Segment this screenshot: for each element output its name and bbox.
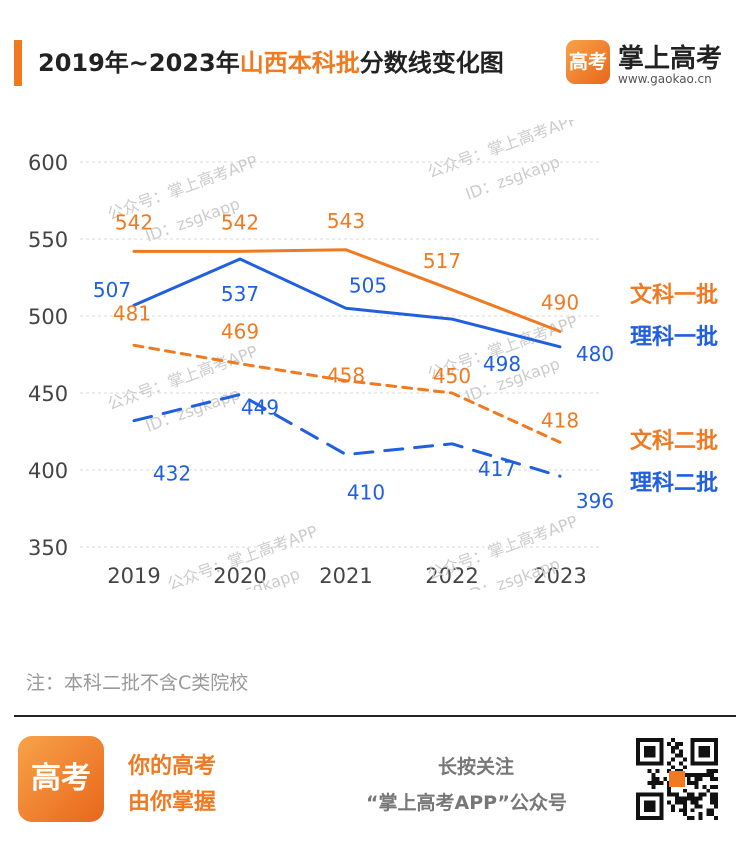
x-tick-label: 2019 — [107, 564, 160, 588]
data-label: 450 — [433, 364, 471, 388]
data-label: 490 — [541, 290, 579, 314]
slogan-line-1: 你的高考 — [128, 754, 217, 779]
series-line-4 — [132, 393, 562, 478]
data-label: 458 — [327, 364, 365, 388]
y-tick-label: 500 — [28, 305, 68, 329]
footnote: 注：本科二批不含C类院校 — [26, 672, 249, 694]
slogan-line-2: 由你掌握 — [128, 790, 217, 815]
data-label: 469 — [221, 320, 259, 344]
data-label: 498 — [483, 352, 521, 376]
y-tick-label: 450 — [28, 382, 68, 406]
data-label: 517 — [423, 249, 461, 273]
data-label: 480 — [576, 342, 614, 366]
data-label: 537 — [221, 282, 259, 306]
y-tick-label: 400 — [28, 459, 68, 483]
x-tick-label: 2021 — [319, 564, 372, 588]
data-label: 507 — [93, 278, 131, 302]
follow-line-2: “掌上高考APP”公众号 — [366, 792, 567, 814]
brand-logo: 高考 — [566, 40, 610, 84]
data-label: 410 — [347, 481, 385, 505]
title-highlight: 山西本科批 — [239, 49, 360, 77]
legend-entry: 理科一批 — [630, 325, 718, 350]
data-label: 417 — [478, 457, 516, 481]
data-label: 432 — [153, 462, 191, 486]
follow-line-1: 长按关注 — [438, 756, 515, 778]
data-label: 505 — [349, 273, 387, 297]
y-tick-label: 600 — [28, 151, 68, 175]
legend-entry: 文科一批 — [630, 282, 718, 308]
chart-title: 2019年~2023年山西本科批分数线变化图 — [38, 49, 504, 77]
x-tick-label: 2022 — [425, 564, 478, 588]
data-label: 481 — [113, 301, 151, 325]
legend-entry: 理科二批 — [630, 471, 718, 496]
data-label: 418 — [541, 408, 579, 432]
data-label: 449 — [241, 396, 279, 420]
x-tick-label: 2020 — [213, 564, 266, 588]
footer-logo: 高考 — [18, 736, 104, 822]
x-tick-label: 2023 — [533, 564, 586, 588]
data-label: 542 — [221, 210, 259, 234]
legend-entry: 文科二批 — [630, 428, 718, 454]
data-label: 396 — [576, 489, 614, 513]
footer-divider — [14, 715, 736, 717]
qr-code — [636, 738, 718, 820]
series-line-1 — [132, 248, 562, 333]
brand-name: 掌上高考 — [618, 44, 723, 74]
series-line-3 — [132, 343, 562, 444]
series-line-2 — [132, 257, 562, 349]
title-accent-bar — [14, 40, 22, 86]
data-label: 543 — [327, 209, 365, 233]
data-label: 542 — [115, 210, 153, 234]
y-tick-label: 550 — [28, 228, 68, 252]
brand-url: www.gaokao.cn — [618, 72, 712, 86]
y-tick-label: 350 — [28, 536, 68, 560]
